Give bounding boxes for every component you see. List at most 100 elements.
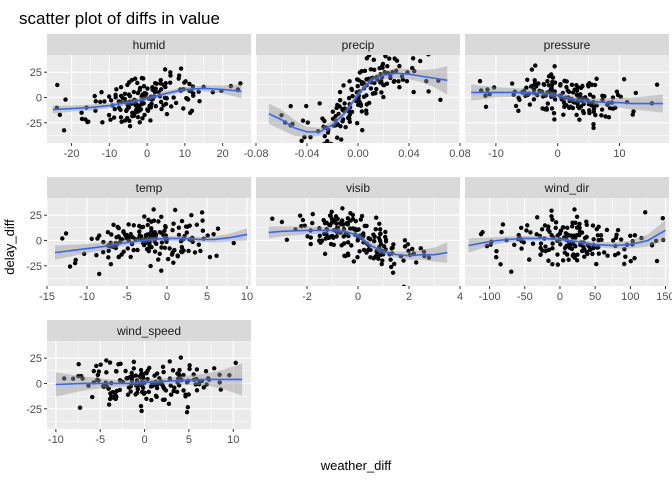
scatter-point	[552, 117, 557, 122]
scatter-point	[544, 107, 550, 112]
scatter-point	[167, 376, 173, 382]
smooth-line	[468, 229, 666, 247]
scatter-point	[151, 231, 156, 237]
scatter-point	[107, 360, 113, 365]
scatter-points	[279, 55, 443, 147]
facet-strip	[47, 177, 251, 198]
scatter-point	[231, 240, 236, 246]
scatter-point	[374, 86, 379, 92]
scatter-point	[571, 241, 576, 247]
scatter-point	[397, 63, 402, 69]
scatter-point	[194, 222, 200, 227]
scatter-point	[354, 120, 360, 126]
scatter-point	[346, 233, 351, 239]
scatter-point	[55, 82, 60, 88]
scatter-point	[181, 388, 186, 393]
scatter-point	[406, 248, 411, 254]
scatter-point	[134, 378, 140, 383]
scatter-point	[154, 385, 160, 391]
scatter-point	[603, 114, 608, 119]
scatter-point	[302, 223, 307, 228]
scatter-point	[162, 67, 168, 72]
scatter-point	[73, 257, 78, 263]
scatter-point	[401, 284, 406, 286]
scatter-point	[426, 55, 431, 57]
scatter-point	[128, 389, 133, 394]
scatter-point	[539, 227, 545, 232]
scatter-point	[176, 73, 182, 78]
scatter-point	[284, 237, 290, 242]
scatter-point	[120, 95, 125, 101]
scatter-point	[329, 216, 335, 222]
scatter-point	[172, 207, 178, 213]
facet-wind-speed: wind_speed -25 0 25 -10 -5 0 5 10	[26, 320, 251, 446]
scatter-point	[146, 217, 151, 223]
scatter-point	[142, 214, 147, 219]
scatter-point	[270, 216, 275, 221]
scatter-point	[372, 67, 377, 72]
scatter-point	[595, 233, 601, 238]
scatter-point	[584, 234, 589, 240]
scatter-point	[594, 76, 599, 82]
scatter-point	[334, 234, 339, 239]
scatter-point	[653, 238, 659, 244]
scatter-point	[570, 224, 575, 229]
y-tick-label: -25	[26, 261, 42, 273]
scatter-point	[189, 212, 194, 218]
scatter-point	[549, 94, 554, 99]
scatter-point	[355, 102, 361, 108]
scatter-point	[360, 127, 365, 133]
scatter-point	[305, 120, 310, 125]
scatter-point	[158, 77, 163, 83]
scatter-point	[337, 97, 343, 103]
scatter-point	[599, 237, 604, 242]
scatter-point	[76, 373, 81, 379]
x-tick-label: -5	[95, 434, 105, 446]
scatter-point	[478, 88, 484, 93]
scatter-point	[146, 389, 151, 395]
scatter-point	[116, 105, 122, 110]
scatter-point	[392, 56, 397, 61]
scatter-point	[548, 87, 554, 92]
scatter-point	[201, 385, 206, 390]
scatter-point	[379, 90, 384, 95]
scatter-point	[322, 251, 328, 257]
scatter-point	[577, 117, 582, 122]
scatter-point	[334, 135, 340, 140]
scatter-point	[135, 114, 141, 120]
scatter-point	[591, 104, 596, 109]
scatter-point	[79, 116, 85, 122]
scatter-point	[572, 87, 577, 92]
scatter-point	[171, 388, 176, 394]
scatter-point	[402, 238, 408, 243]
scatter-point	[632, 256, 637, 261]
scatter-point	[381, 244, 387, 249]
scatter-point	[604, 227, 610, 233]
scatter-point	[333, 143, 337, 147]
scatter-point	[104, 370, 109, 375]
scatter-point	[388, 257, 393, 262]
scatter-point	[583, 95, 588, 100]
scatter-point	[373, 215, 379, 220]
scatter-point	[133, 383, 139, 388]
scatter-point	[77, 405, 83, 410]
scatter-point	[530, 241, 536, 246]
scatter-point	[157, 251, 162, 257]
scatter-point	[122, 118, 128, 123]
scatter-point	[581, 101, 586, 107]
scatter-point	[577, 242, 583, 247]
scatter-point	[122, 91, 128, 97]
scatter-point	[361, 94, 367, 99]
facet-strip	[256, 177, 460, 198]
scatter-point	[574, 83, 579, 88]
scatter-point	[95, 372, 101, 378]
scatter-point	[215, 226, 221, 231]
scatter-point	[138, 367, 144, 373]
x-tick-label: 0	[164, 291, 170, 303]
scatter-point	[561, 112, 566, 117]
scatter-point	[184, 230, 189, 235]
scatter-point	[359, 109, 365, 114]
scatter-point	[573, 235, 578, 241]
y-tick-label: -25	[26, 404, 42, 416]
